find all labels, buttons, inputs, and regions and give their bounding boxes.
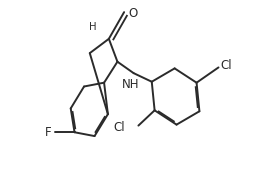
Text: O: O <box>128 7 137 20</box>
Text: NH: NH <box>122 78 140 91</box>
Text: F: F <box>44 126 51 139</box>
Text: Cl: Cl <box>114 121 125 134</box>
Text: H: H <box>89 22 96 32</box>
Text: Cl: Cl <box>220 59 232 72</box>
